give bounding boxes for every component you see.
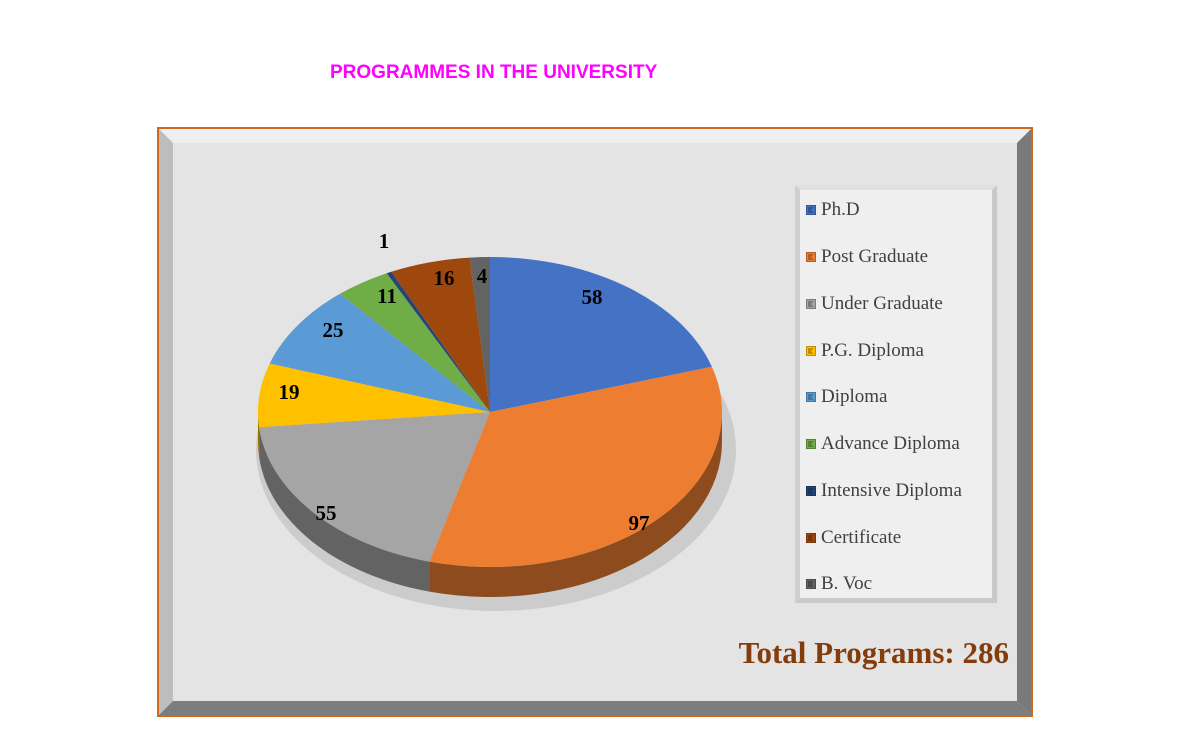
pie-data-label: 25	[323, 318, 344, 342]
legend-swatch-icon	[806, 579, 816, 589]
legend-label: Ph.D	[821, 199, 860, 220]
legend-label: Intensive Diploma	[821, 480, 962, 501]
legend-item-pg-diploma: P.G. Diploma	[806, 340, 924, 362]
pie-slice-p-g-diploma	[258, 363, 490, 428]
pie-data-label: 11	[377, 284, 397, 308]
pie-side-2	[259, 427, 430, 592]
legend-label: Post Graduate	[821, 246, 929, 267]
legend-item-bvoc: B. Voc	[806, 573, 872, 595]
frame-bevel-left	[159, 129, 173, 715]
legend-label: Under Graduate	[821, 293, 943, 314]
pie-slice-intensive-diploma	[386, 271, 490, 412]
legend-swatch-icon	[806, 346, 816, 356]
pie-slice-under-graduate	[259, 412, 490, 562]
legend-item-under-graduate: Under Graduate	[806, 293, 943, 315]
legend-label: P.G. Diploma	[821, 340, 924, 361]
pie-slice-b-voc	[469, 257, 490, 412]
legend-item-phd: Ph.D	[806, 199, 860, 221]
legend-swatch-icon	[806, 533, 816, 543]
legend-label: Certificate	[821, 527, 902, 548]
legend-label: B. Voc	[821, 573, 873, 594]
pie-slice-diploma	[269, 293, 490, 412]
frame-bevel-right	[1017, 129, 1031, 715]
legend-label: Advance Diploma	[821, 433, 960, 454]
total-programs-label: Total Programs: 286	[738, 635, 1009, 670]
legend-swatch-icon	[806, 252, 816, 262]
legend-item-diploma: Diploma	[806, 386, 888, 408]
pie-side-1	[429, 412, 722, 597]
legend-item-certificate: Certificate	[806, 527, 901, 549]
pie-side-3	[258, 412, 260, 458]
chart-legend: Ph.D Post Graduate Under Graduate P.G. D…	[795, 185, 997, 603]
legend-item-post-graduate: Post Graduate	[806, 246, 928, 268]
legend-item-advance-diploma: Advance Diploma	[806, 433, 960, 455]
pie-slice-advance-diploma	[340, 273, 490, 412]
pie-data-label: 4	[477, 264, 488, 288]
legend-swatch-icon	[806, 392, 816, 402]
pie-slice-ph-d	[490, 257, 712, 412]
pie-data-label: 58	[582, 285, 603, 309]
pie-data-label: 1	[379, 229, 390, 253]
chart-frame: 58 97 55 19 25 11 1 16 4 Ph.D Post Graduate Unde…	[157, 127, 1033, 717]
legend-label: Diploma	[821, 386, 888, 407]
legend-swatch-icon	[806, 486, 816, 496]
pie-data-label: 55	[316, 501, 337, 525]
pie-slice-certificate	[391, 257, 490, 412]
legend-item-intensive-diploma: Intensive Diploma	[806, 480, 962, 502]
pie-data-label: 16	[434, 266, 455, 290]
legend-swatch-icon	[806, 439, 816, 449]
page-title: PROGRAMMES IN THE UNIVERSITY	[330, 62, 658, 83]
pie-slice-post-graduate	[429, 366, 722, 567]
frame-bevel-top	[159, 129, 1031, 143]
pie-data-label: 97	[629, 511, 650, 535]
frame-bevel-bottom	[159, 701, 1031, 715]
pie-data-label: 19	[279, 380, 300, 404]
legend-swatch-icon	[806, 205, 816, 215]
legend-swatch-icon	[806, 299, 816, 309]
